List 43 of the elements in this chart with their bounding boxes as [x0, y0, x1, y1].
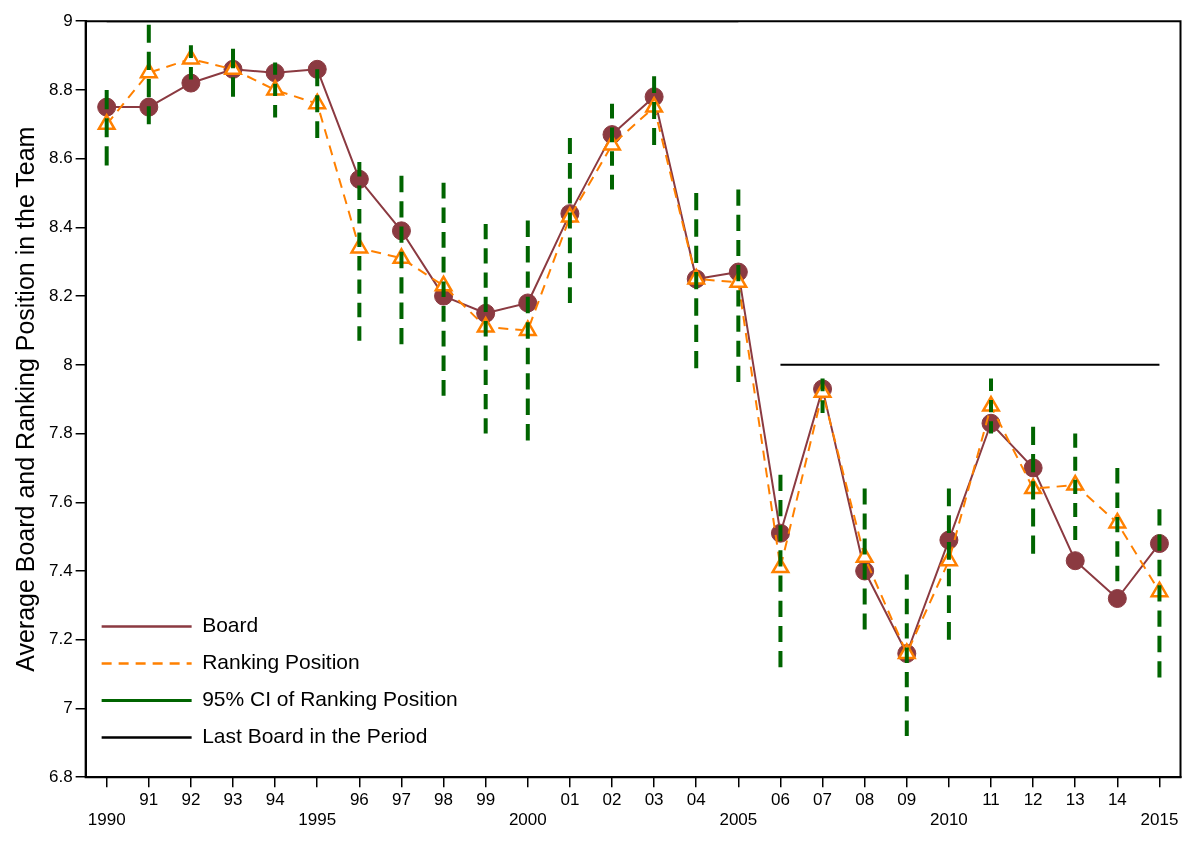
y-tick-label: 7.6	[48, 491, 73, 511]
legend-label: Board	[202, 613, 259, 637]
x-tick-label: 2000	[508, 810, 547, 830]
x-tick-label: 11	[982, 790, 1000, 810]
y-tick-label: 9	[63, 10, 73, 30]
x-tick-label: 93	[223, 790, 243, 810]
y-tick-label: 7.8	[48, 423, 73, 443]
x-tick-label: 97	[392, 790, 411, 810]
x-tick-label: 92	[181, 790, 201, 810]
y-tick-label: 8.2	[48, 285, 73, 305]
y-tick-label: 7.2	[48, 629, 73, 649]
legend-label: Ranking Position	[202, 650, 360, 674]
x-tick-label: 1990	[87, 810, 126, 830]
x-tick-label: 02	[602, 790, 622, 810]
x-tick-label: 1995	[298, 810, 337, 830]
x-tick-label: 91	[139, 790, 159, 810]
y-tick-label: 6.8	[48, 766, 73, 786]
x-tick-label: 01	[560, 790, 580, 810]
y-axis-title: Average Board and Ranking Position in the Team	[10, 126, 39, 672]
x-tick-label: 2015	[1140, 810, 1179, 830]
y-tick-label: 8	[63, 354, 73, 374]
x-tick-label: 2005	[719, 810, 758, 830]
y-tick-label: 8.6	[48, 148, 73, 168]
annotation: 95% CI of Ranking Position	[202, 687, 458, 711]
x-tick-label: 07	[813, 790, 833, 810]
x-tick-label: 03	[644, 790, 664, 810]
x-tick-label: 06	[770, 790, 790, 810]
x-tick-label: 14	[1107, 790, 1127, 810]
x-tick-label: 04	[686, 790, 706, 810]
y-tick-label: 7.4	[48, 560, 73, 580]
y-tick-label: 8.4	[48, 217, 73, 237]
x-tick-label: 96	[349, 790, 369, 810]
x-tick-label: 09	[897, 790, 917, 810]
y-tick-label: 8.8	[48, 79, 73, 99]
x-tick-label: 94	[265, 790, 285, 810]
x-tick-label: 08	[855, 790, 875, 810]
x-tick-label: 12	[1023, 790, 1043, 810]
x-tick-label: 13	[1065, 790, 1085, 810]
x-tick-label: 98	[434, 790, 454, 810]
x-tick-label: 2010	[929, 810, 968, 830]
x-tick-label: 99	[476, 790, 496, 810]
legend-label: Last Board in the Period	[202, 724, 428, 748]
y-tick-label: 7	[63, 698, 73, 718]
